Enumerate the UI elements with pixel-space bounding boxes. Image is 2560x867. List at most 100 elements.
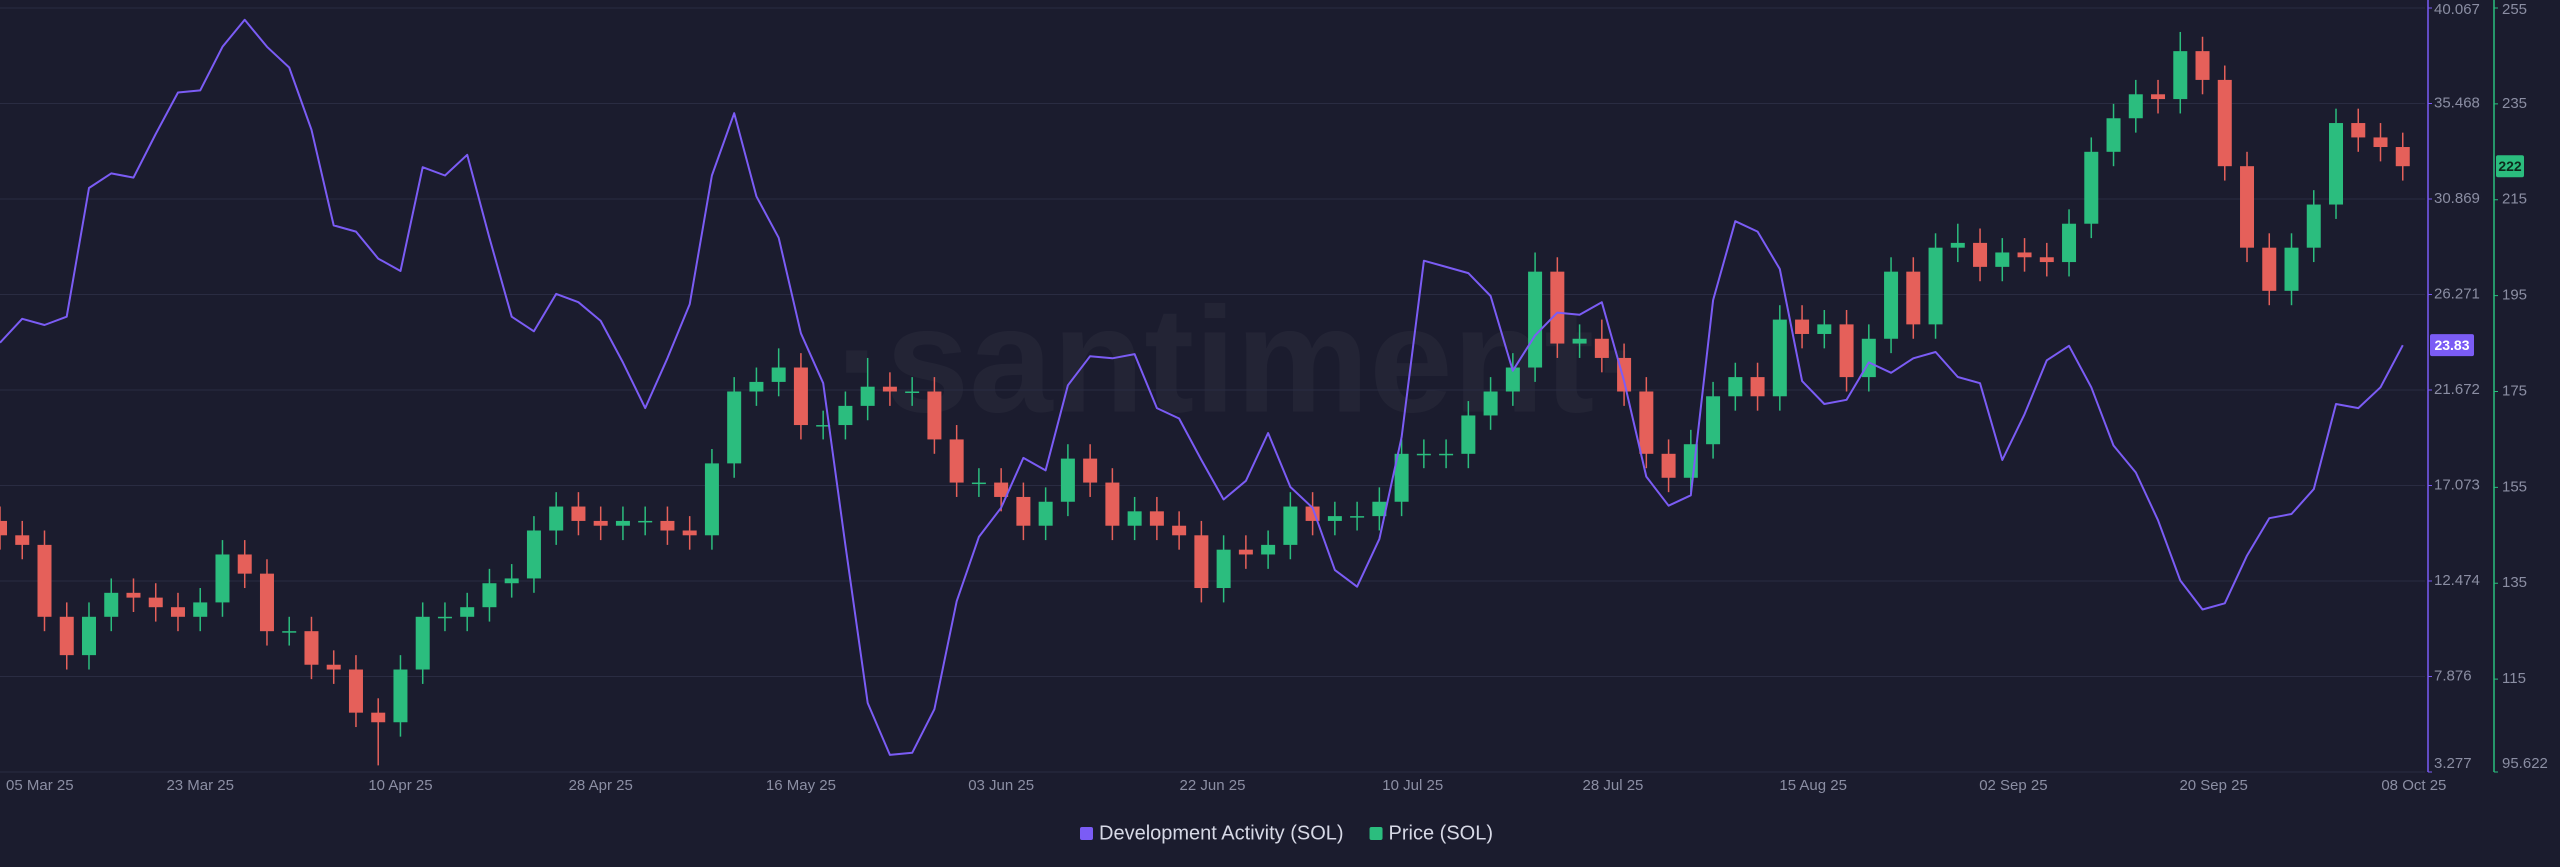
candle-body [393, 669, 408, 723]
candle-body [2128, 94, 2143, 119]
candle-body [2106, 118, 2121, 152]
candle-body [1594, 338, 1609, 358]
candle-body [838, 405, 853, 426]
candle-body [1439, 453, 1454, 456]
candle-body [1906, 271, 1921, 325]
legend-label: Price (SOL) [1389, 822, 1493, 844]
candle-body [237, 554, 252, 574]
candle-body [971, 482, 986, 485]
candle-body [1750, 377, 1765, 397]
x-tick-label: 15 Aug 25 [1779, 777, 1847, 794]
candle-body [282, 631, 297, 633]
candle-body [1950, 242, 1965, 248]
x-tick-label: 16 May 25 [766, 777, 836, 794]
x-tick-label: 20 Sep 25 [2179, 777, 2247, 794]
candle-body [526, 530, 541, 579]
candle-body [215, 554, 230, 603]
candle-body [1706, 396, 1721, 445]
candle-body [1105, 482, 1120, 526]
candle-body [927, 391, 942, 440]
candle-body [1038, 501, 1053, 526]
x-tick-label: 10 Jul 25 [1382, 777, 1443, 794]
y2-tick-label: 95.622 [2502, 755, 2548, 772]
candle-body [371, 712, 386, 723]
candle-body [2351, 123, 2366, 138]
candle-body [1394, 453, 1409, 502]
x-tick-label: 23 Mar 25 [166, 777, 234, 794]
x-tick-label: 22 Jun 25 [1180, 777, 1246, 794]
candle-body [0, 520, 7, 536]
candle-body [727, 391, 742, 464]
y-tick-label: 3.277 [2434, 755, 2472, 772]
x-tick-label: 08 Oct 25 [2381, 777, 2446, 794]
y2-tick-label: 195 [2502, 287, 2527, 304]
candle-body [126, 592, 141, 598]
candle-body [460, 607, 475, 617]
candle-body [1461, 415, 1476, 454]
legend-swatch [1369, 827, 1383, 840]
candle-body [504, 578, 519, 584]
candle-body [59, 616, 74, 656]
candle-body [704, 463, 719, 536]
y2-tick-label: 135 [2502, 574, 2527, 591]
candle-body [1327, 516, 1342, 521]
x-tick-label: 03 Jun 25 [968, 777, 1034, 794]
candle-body [860, 386, 875, 406]
candle-body [37, 544, 52, 617]
candle-body [1505, 367, 1520, 392]
candle-body [1661, 453, 1676, 478]
candle-body [2262, 247, 2277, 291]
candle-body [2373, 137, 2388, 148]
y-tick-label: 21.672 [2434, 381, 2480, 398]
candle-body [1083, 458, 1098, 483]
candle-body [1416, 453, 1431, 456]
y2-tick-label: 155 [2502, 478, 2527, 495]
candle-body [882, 386, 897, 392]
watermark: ·santiment· [836, 276, 1644, 444]
candle-body [1928, 247, 1943, 325]
candle-body [1839, 324, 1854, 378]
y-tick-label: 7.876 [2434, 667, 2472, 684]
candle-body [816, 425, 831, 427]
x-tick-label: 02 Sep 25 [1979, 777, 2047, 794]
candle-body [2217, 79, 2232, 167]
candle-body [1483, 391, 1498, 416]
candle-body [437, 616, 452, 619]
candle-body [749, 381, 764, 392]
candle-body [949, 439, 964, 483]
candle-body [348, 669, 363, 713]
y-tick-label: 35.468 [2434, 94, 2480, 111]
candle-body [593, 520, 608, 526]
candle-body [326, 664, 341, 670]
candle-body [2173, 51, 2188, 100]
candle-body [1216, 549, 1231, 589]
candle-body [1350, 516, 1365, 518]
candle-body [2240, 166, 2255, 248]
candle-body [1261, 544, 1276, 555]
candle-body [1550, 271, 1565, 344]
x-tick-label: 10 Apr 25 [368, 777, 432, 794]
candle-body [1817, 324, 1832, 334]
last-value-label: 23.83 [2434, 337, 2469, 353]
y2-tick-label: 175 [2502, 382, 2527, 399]
candle-body [1995, 252, 2010, 267]
candle-body [304, 631, 319, 665]
candle-body [615, 520, 630, 526]
dev-activity-line [0, 18, 2404, 756]
y-tick-label: 40.067 [2434, 1, 2480, 18]
candle-body [2284, 247, 2299, 291]
candle-body [2151, 94, 2166, 100]
candle-body [1795, 319, 1810, 334]
candle-body [415, 616, 430, 670]
candle-body [482, 583, 497, 608]
candle-body [2306, 204, 2321, 248]
candle-body [2017, 252, 2032, 258]
y2-tick-label: 255 [2502, 1, 2527, 18]
candle-body [2329, 123, 2344, 205]
y2-tick-label: 215 [2502, 191, 2527, 208]
candle-body [2062, 223, 2077, 263]
candle-body [1194, 535, 1209, 589]
candle-body [1973, 242, 1988, 267]
